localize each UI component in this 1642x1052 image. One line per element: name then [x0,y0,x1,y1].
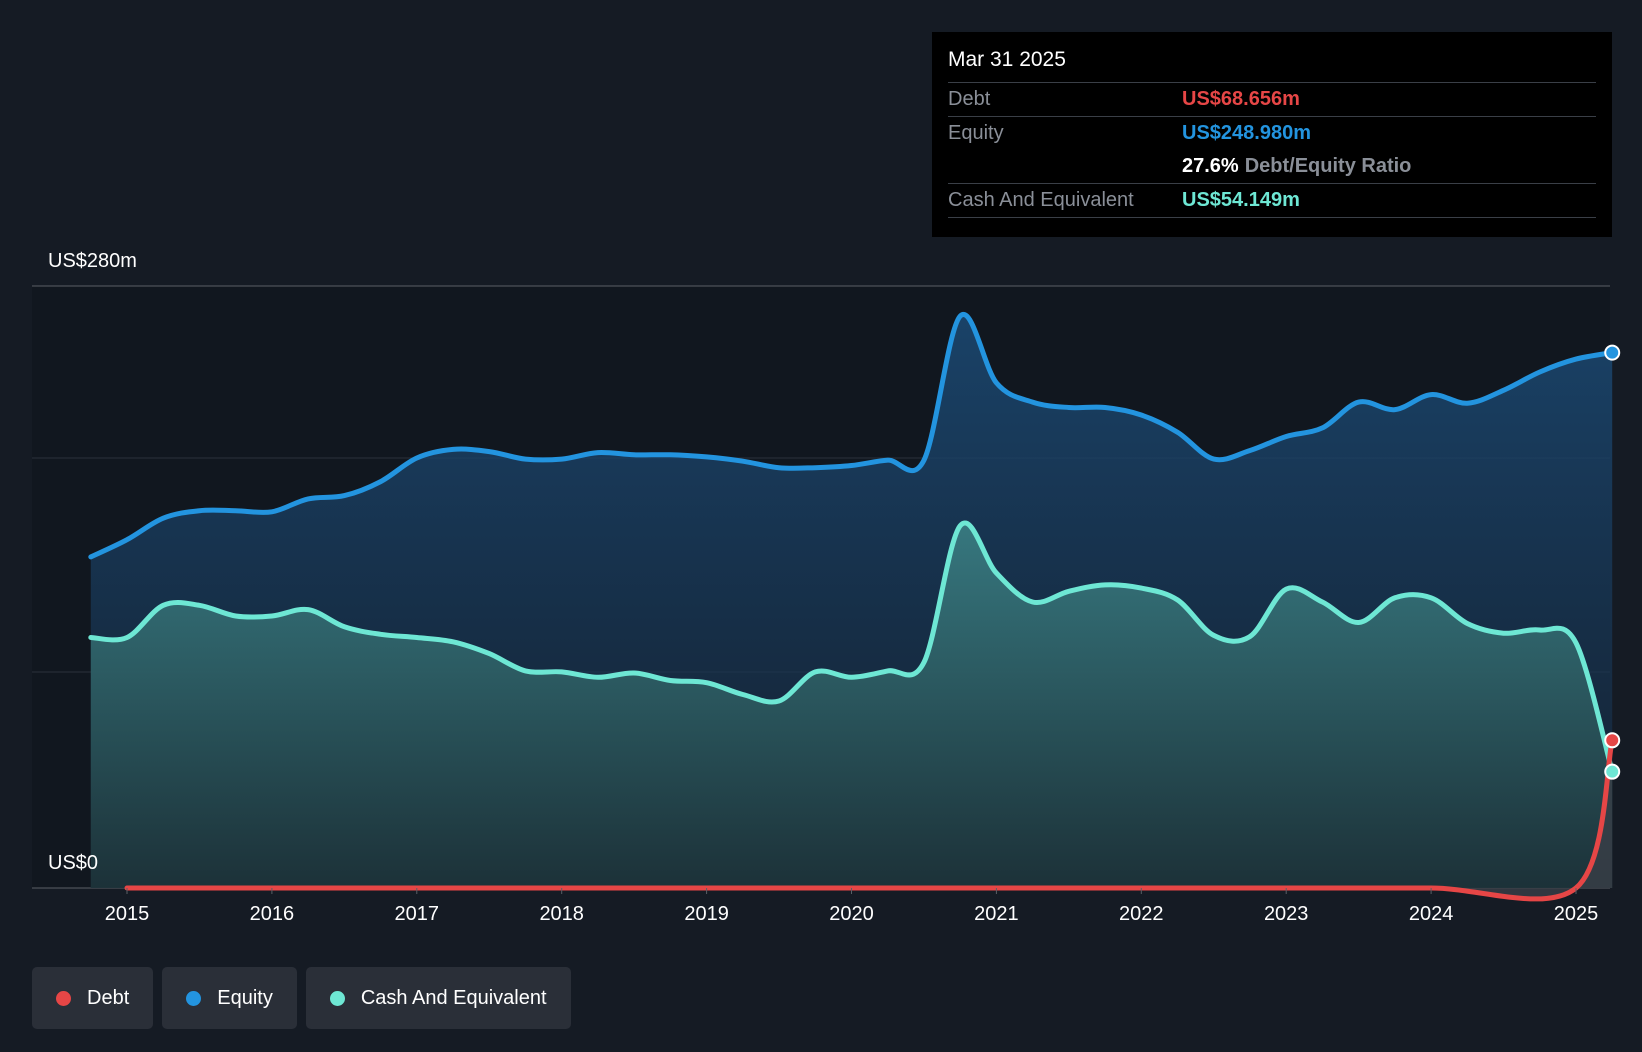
tooltip-equity-row: Equity US$248.980m [948,117,1596,150]
x-tick-label: 2018 [539,903,584,925]
equity-end-marker [1604,344,1621,361]
tooltip-debt-value: US$68.656m [1182,88,1300,110]
tooltip-cash-row: Cash And Equivalent US$54.149m [948,184,1596,218]
x-tick-label: 2019 [684,903,729,925]
cash-dot-icon [329,990,345,1006]
debt-end-marker [1604,732,1621,749]
x-tick-label: 2024 [1409,903,1454,925]
cash-and-equivalent-end-marker [1604,763,1621,780]
legend-cash-label: Cash And Equivalent [360,986,547,1009]
tooltip-equity-label: Equity [948,122,1004,144]
tooltip: Mar 31 2025 Debt US$68.656m Equity US$24… [932,32,1612,237]
x-tick-label: 2025 [1554,903,1599,925]
debt-line [124,737,1615,902]
equity-dot-icon [186,990,202,1006]
tooltip-ratio-row: 27.6% Debt/Equity Ratio [948,150,1596,184]
tooltip-equity-value: US$248.980m [1182,122,1311,144]
tooltip-ratio-label: Debt/Equity Ratio [1244,155,1412,177]
tooltip-debt-row: Debt US$68.656m [948,83,1596,117]
y-axis-bottom-label: US$0 [48,852,99,874]
cash-and-equivalent-line [88,520,1615,775]
legend-item-equity[interactable]: Equity [162,967,297,1029]
x-tick-label: 2020 [829,903,874,925]
tooltip-debt-label: Debt [948,88,991,110]
tooltip-date: Mar 31 2025 [948,46,1596,83]
legend-item-cash[interactable]: Cash And Equivalent [305,967,571,1029]
debt-dot-icon [56,990,71,1006]
tooltip-ratio-value: 27.6% [1182,155,1239,177]
legend-debt-label: Debt [87,986,130,1009]
legend-item-debt[interactable]: Debt [32,967,154,1029]
legend-equity-label: Equity [217,986,273,1009]
x-tick-label: 2017 [395,903,440,925]
x-tick-label: 2016 [250,903,295,925]
x-tick-label: 2015 [105,903,150,925]
equity-line [88,311,1615,560]
tooltip-cash-value: US$54.149m [1182,189,1300,211]
x-tick-label: 2023 [1264,903,1309,925]
x-tick-label: 2022 [1119,903,1164,925]
x-tick-label: 2021 [974,903,1019,925]
cash-and-equivalent-area [90,522,1613,888]
chart-legend: Debt Equity Cash And Equivalent [32,967,571,1029]
tooltip-cash-label: Cash And Equivalent [948,189,1134,211]
y-axis-top-label: US$280m [48,250,137,272]
